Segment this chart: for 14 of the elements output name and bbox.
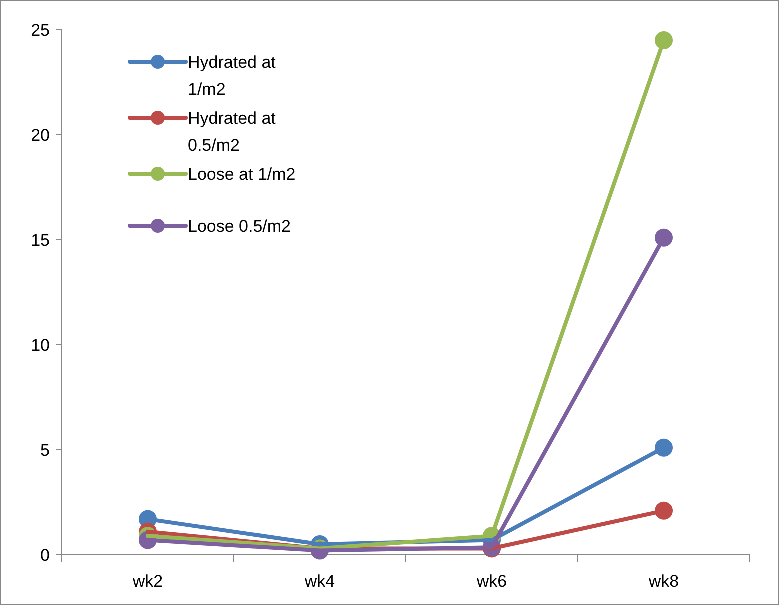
y-tick-label: 10 <box>31 336 50 355</box>
x-tick-label: wk2 <box>132 572 164 591</box>
y-tick-label: 0 <box>40 546 50 565</box>
legend-label: Hydrated at 1/m2 <box>188 53 276 99</box>
y-tick-label: 20 <box>31 126 50 145</box>
legend-label: Loose at 1/m2 <box>188 165 296 184</box>
x-tick-label: wk4 <box>304 572 336 591</box>
x-tick-label: wk6 <box>476 572 508 591</box>
y-tick-label: 5 <box>40 440 50 460</box>
x-tick-label: wk8 <box>648 572 680 591</box>
legend-label: Loose 0.5/m2 <box>188 217 292 236</box>
y-tick-label: 15 <box>31 230 50 250</box>
legend-label: Hydrated at 0.5/m2 <box>188 109 276 155</box>
y-tick-label: 25 <box>31 20 50 40</box>
